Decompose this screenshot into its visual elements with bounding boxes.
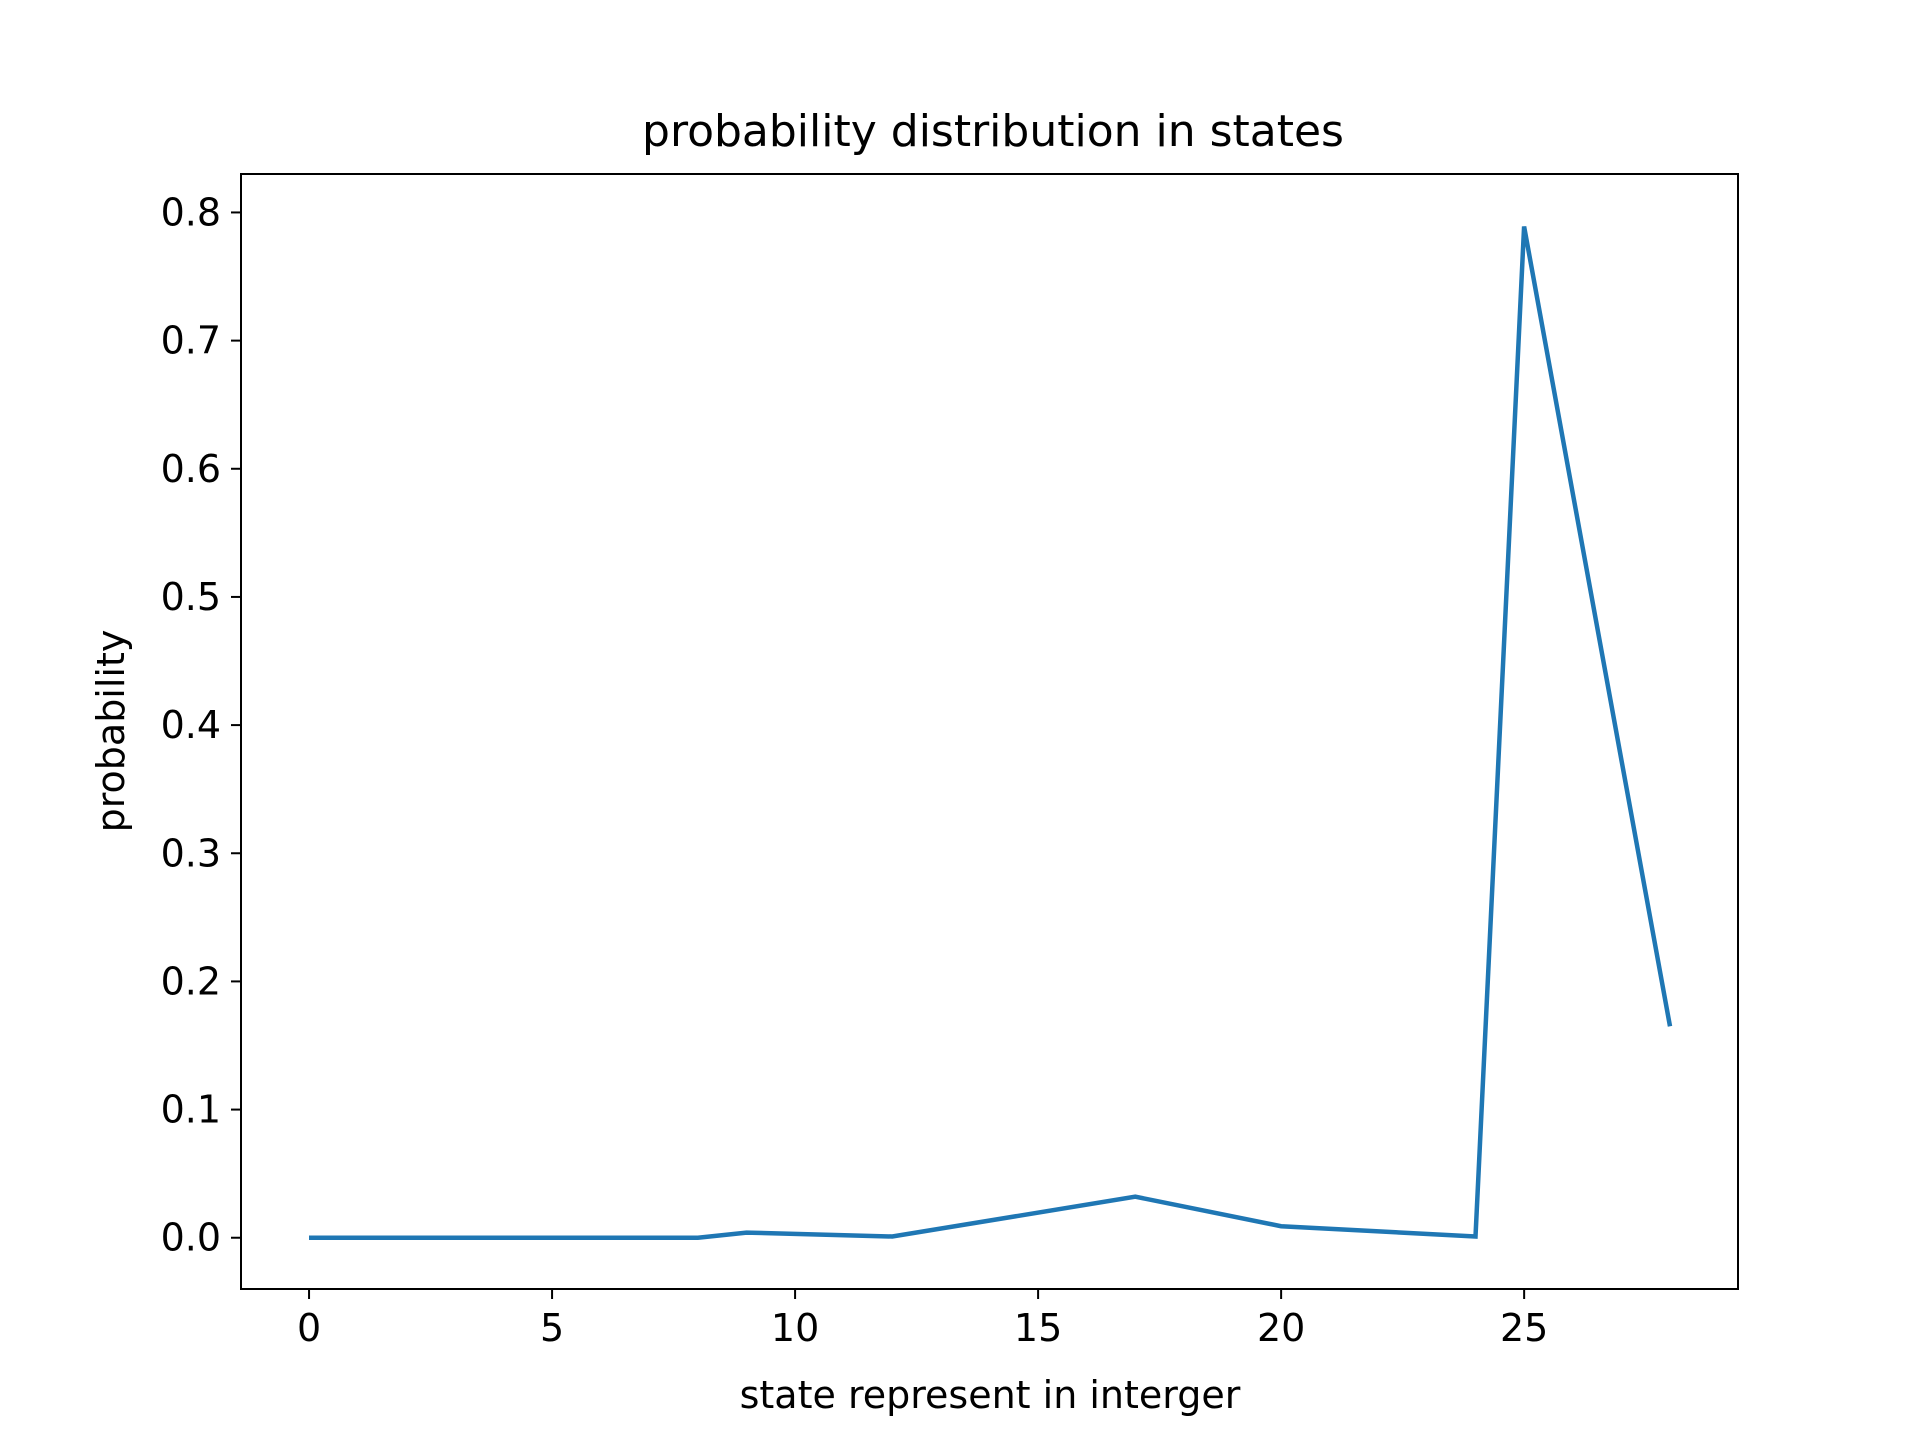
y-tick-label: 0.4 (161, 703, 221, 747)
series-line (309, 226, 1673, 1240)
y-axis-label: probability (89, 630, 133, 833)
y-tick-label: 0.6 (161, 447, 221, 491)
chart-title: probability distribution in states (642, 106, 1344, 157)
y-tick-label: 0.7 (161, 319, 221, 363)
y-tick-label: 0.8 (161, 190, 221, 234)
x-axis: 0 5 10 15 20 25 (297, 1289, 1548, 1350)
y-tick-label: 0.1 (161, 1088, 221, 1132)
x-tick-label: 0 (297, 1306, 321, 1350)
x-axis-label: state represent in interger (740, 1373, 1241, 1417)
series-layer (309, 226, 1673, 1240)
x-tick-label: 10 (771, 1306, 819, 1350)
x-tick-label: 5 (540, 1306, 564, 1350)
y-tick-label: 0.2 (161, 959, 221, 1003)
plot-frame (240, 173, 1739, 1290)
y-axis: 0.0 0.1 0.2 0.3 0.4 0.5 0.6 0.7 0.8 (161, 190, 241, 1260)
y-tick-label: 0.5 (161, 575, 221, 619)
plot-area: 0.0 0.1 0.2 0.3 0.4 0.5 0.6 0.7 0.8 0 5 10 15 20 25 (161, 173, 1739, 1350)
x-tick-label: 20 (1257, 1306, 1305, 1350)
x-tick-label: 25 (1500, 1306, 1548, 1350)
y-tick-label: 0.0 (161, 1216, 221, 1260)
x-tick-label: 15 (1014, 1306, 1062, 1350)
y-tick-label: 0.3 (161, 831, 221, 875)
